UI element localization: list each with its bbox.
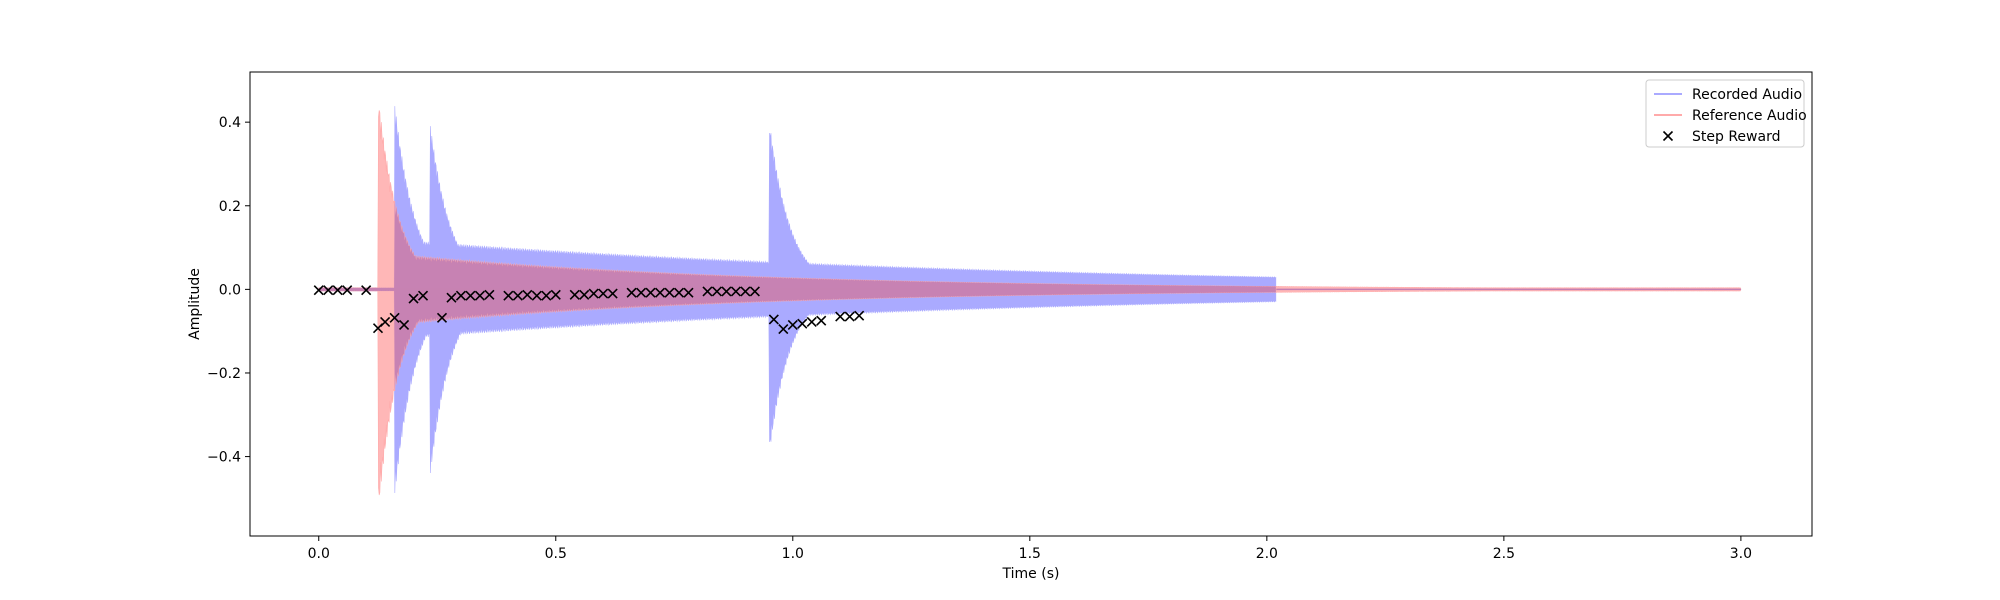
step-reward-point [332,285,343,296]
step-reward-point [664,287,675,298]
step-reward-point [607,288,618,299]
step-reward-point [844,311,855,322]
y-tick-label: 0.2 [219,199,241,215]
marker-layer [313,285,865,335]
y-tick-label: 0.4 [219,115,241,131]
step-reward-point [446,292,457,303]
step-reward-point [474,290,485,301]
step-reward-point [579,289,590,300]
step-reward-point [654,287,666,298]
step-reward-point [569,289,580,300]
legend-label: Step Reward [1692,129,1780,145]
step-reward-point [835,311,846,322]
x-tick-label: 1.0 [782,546,804,562]
y-tick-label: −0.4 [207,450,241,466]
legend-box [1645,79,1805,148]
step-reward-point [389,312,400,323]
x-tick-label: 2.0 [1256,546,1278,562]
step-reward-point [645,287,656,298]
overlap-envelope [318,201,1276,391]
step-reward-point [702,286,713,297]
step-reward-point [636,287,647,298]
step-reward-point [484,289,495,300]
plot-frame [249,71,1813,537]
step-reward-point [417,290,429,301]
x-tick-label: 3.0 [1730,546,1752,562]
step-reward-point [797,318,808,329]
step-reward-point [683,287,694,298]
step-reward-point [408,293,419,304]
step-reward-point [313,285,324,296]
step-reward-point [711,286,723,297]
legend-entry: Step Reward [1662,129,1780,145]
step-reward-point [721,286,732,297]
x-tick-label: 1.5 [1019,546,1041,562]
step-reward-point [342,285,353,296]
y-axis: −0.4 −0.2 0.0 0.2 0.4 [207,115,250,466]
step-reward-point [323,285,334,296]
step-reward-point [465,290,476,301]
step-reward-point [730,286,741,297]
step-reward-point [512,290,523,301]
step-reward-point [768,314,779,325]
legend-entry: Reference Audio [1654,108,1807,124]
overlap-region [318,201,1741,391]
legend: Recorded Audio Reference Audio Step Reward [1645,79,1807,148]
legend-label: Reference Audio [1692,108,1807,124]
step-reward-point [598,288,609,299]
step-reward-point [541,290,552,301]
legend-label: Recorded Audio [1692,87,1802,103]
step-reward-point [380,316,391,328]
step-reward-point [399,319,410,330]
step-reward-point [522,289,533,300]
step-reward-point [787,319,798,330]
x-axis-label: Time (s) [1002,566,1060,582]
step-reward-point [588,288,599,299]
step-reward-point [806,316,817,328]
series-layer [318,106,1742,496]
step-reward-point [531,290,542,301]
step-reward-point [854,310,865,321]
step-reward-point [673,287,685,298]
x-axis: 0.0 0.5 1.0 1.5 2.0 2.5 3.0 [308,536,1752,562]
y-tick-label: 0.0 [219,282,241,298]
x-tick-label: 0.0 [308,546,330,562]
step-reward-point [455,290,467,301]
step-reward-point [778,324,789,335]
step-reward-point [361,285,372,296]
y-tick-label: −0.2 [207,366,241,382]
step-reward-point [436,312,448,323]
step-reward-point [550,289,561,300]
step-reward-point [740,286,751,297]
legend-entry: Recorded Audio [1654,87,1802,103]
step-reward-point [503,290,514,301]
x-tick-label: 2.5 [1493,546,1515,562]
step-reward-point [626,287,637,298]
y-axis-label: Amplitude [187,268,203,340]
step-reward-point [816,315,827,326]
x-tick-label: 0.5 [545,546,567,562]
step-reward-point [749,286,760,297]
